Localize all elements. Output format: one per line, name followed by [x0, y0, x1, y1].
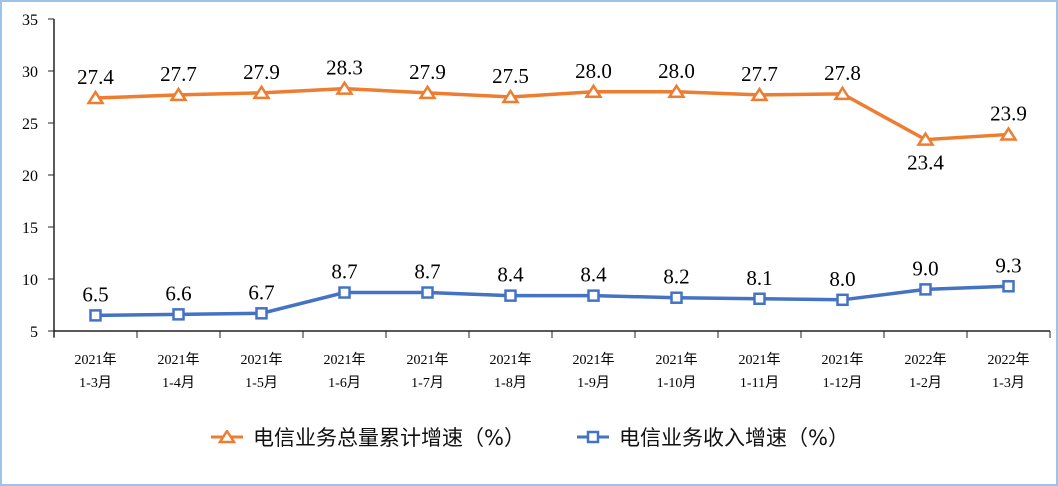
x-tick-label-period: 1-5月	[245, 375, 278, 391]
data-label: 28.3	[326, 56, 363, 80]
legend-item-total-volume: 电信业务总量累计增速（%）	[209, 422, 525, 452]
x-tick-label-year: 2021年	[158, 352, 200, 368]
y-tick-label: 5	[30, 324, 38, 341]
x-tick-label-year: 2021年	[656, 352, 698, 368]
y-tick-label: 20	[22, 168, 38, 185]
y-tick-label: 10	[22, 272, 38, 289]
y-tick-label: 15	[22, 220, 38, 237]
data-point-triangle	[916, 131, 935, 146]
data-point-triangle	[833, 85, 852, 101]
y-tick-label: 30	[22, 64, 38, 81]
data-point-triangle	[750, 86, 769, 102]
x-tick-label-period: 1-12月	[823, 375, 863, 391]
data-point-triangle	[667, 83, 686, 99]
data-label: 6.5	[82, 282, 108, 306]
data-point-triangle	[252, 84, 271, 100]
data-label: 23.4	[907, 151, 944, 175]
data-label: 9.0	[912, 256, 938, 280]
x-tick-label-period: 1-9月	[577, 375, 610, 391]
x-tick-label-year: 2021年	[573, 352, 615, 368]
y-tick-label: 25	[22, 116, 38, 133]
line-chart: 5 10 15 20 25 30 35 2021年 1-3月 2021年 1-4月 2021年 1-5月…	[22, 12, 1051, 391]
x-tick-label-year: 2022年	[988, 352, 1030, 368]
data-label: 28.0	[658, 59, 695, 83]
series-line	[95, 86, 1009, 142]
triangle-marker-icon	[211, 430, 244, 444]
data-point-triangle	[86, 89, 105, 105]
legend-label: 电信业务收入增速（%）	[618, 426, 849, 450]
data-label: 27.7	[160, 62, 197, 86]
x-tick-label-period: 1-4月	[162, 375, 195, 391]
y-tick-label: 35	[22, 12, 38, 29]
x-tick-label-period: 1-10月	[657, 375, 697, 391]
data-point-triangle	[335, 80, 354, 95]
data-label: 27.9	[409, 60, 446, 84]
data-point-triangle	[501, 88, 520, 104]
data-label: 27.5	[492, 64, 529, 88]
x-tick-label-period: 1-7月	[411, 375, 444, 391]
data-label: 8.0	[829, 267, 855, 291]
x-tick-label-year: 2021年	[75, 352, 117, 368]
legend: 电信业务总量累计增速（%） 电信业务收入增速（%）	[2, 422, 1056, 452]
square-marker-icon	[576, 430, 609, 444]
data-label: 28.0	[575, 59, 612, 83]
data-point-triangle	[999, 126, 1018, 141]
data-point-square	[255, 307, 268, 320]
x-tick-label-year: 2021年	[324, 352, 366, 368]
x-tick-label-year: 2021年	[490, 352, 532, 368]
data-point-triangle	[418, 84, 437, 100]
data-label: 8.4	[497, 263, 524, 287]
data-label: 8.4	[580, 263, 607, 287]
series-line	[95, 284, 1009, 318]
data-point-square	[836, 293, 849, 307]
data-point-square	[172, 308, 185, 321]
legend-label: 电信业务总量累计增速（%）	[253, 426, 525, 450]
x-tick-label-period: 1-3月	[992, 375, 1025, 391]
data-point-square	[504, 289, 517, 302]
legend-item-revenue: 电信业务收入增速（%）	[575, 422, 849, 452]
data-label: 27.7	[741, 62, 778, 86]
data-point-square	[1002, 280, 1015, 293]
data-label: 8.7	[414, 260, 440, 284]
data-point-triangle	[584, 83, 603, 99]
data-label: 8.1	[746, 266, 772, 290]
data-label: 6.7	[248, 280, 274, 304]
x-tick-label-year: 2021年	[407, 352, 449, 368]
data-label: 27.8	[824, 61, 861, 85]
data-label: 27.9	[243, 60, 280, 84]
data-point-square	[89, 309, 102, 322]
data-point-triangle	[169, 86, 188, 102]
data-label: 8.7	[331, 260, 357, 284]
x-tick-label-year: 2021年	[822, 352, 864, 368]
data-point-square	[338, 286, 351, 299]
data-point-square	[753, 292, 766, 306]
x-tick-label-period: 1-6月	[328, 375, 361, 391]
x-tick-label-year: 2022年	[905, 352, 947, 368]
data-point-square	[421, 286, 434, 299]
data-point-square	[670, 291, 683, 304]
data-label: 27.4	[77, 65, 114, 89]
data-point-square	[919, 283, 932, 296]
data-point-square	[587, 289, 600, 302]
x-tick-label-year: 2021年	[241, 352, 283, 368]
data-label: 9.3	[995, 253, 1021, 277]
x-tick-label-period: 1-2月	[909, 375, 942, 391]
x-tick-label-year: 2021年	[739, 352, 781, 368]
data-label: 23.9	[990, 101, 1027, 125]
x-tick-label-period: 1-8月	[494, 375, 527, 391]
data-label: 6.6	[165, 281, 191, 305]
x-tick-label-period: 1-3月	[79, 375, 112, 391]
x-tick-label-period: 1-11月	[740, 375, 779, 391]
data-label: 8.2	[663, 265, 689, 289]
